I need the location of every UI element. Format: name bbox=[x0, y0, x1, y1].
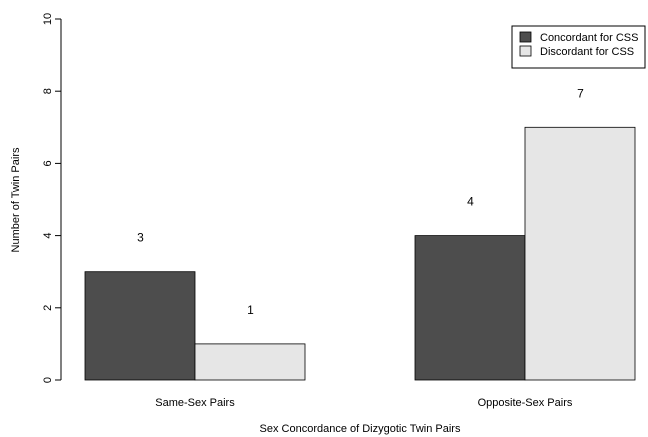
legend-box bbox=[511, 25, 646, 69]
legend-label: Discordant for CSS bbox=[540, 46, 634, 58]
value-labels: 3 1 4 7 bbox=[137, 86, 584, 317]
data-label: 3 bbox=[137, 231, 144, 245]
legend-swatch bbox=[519, 31, 532, 43]
bar-discordant bbox=[194, 343, 306, 381]
bar-concordant bbox=[414, 235, 526, 381]
x-tick-label: Opposite-Sex Pairs bbox=[478, 397, 573, 409]
data-label: 7 bbox=[577, 86, 584, 100]
x-tick-label: Same-Sex Pairs bbox=[155, 397, 235, 409]
y-axis-title: Number of Twin Pairs bbox=[10, 147, 22, 252]
data-label: 4 bbox=[467, 195, 474, 209]
x-axis-title: Sex Concordance of Dizygotic Twin Pairs bbox=[260, 423, 461, 435]
bar-concordant bbox=[84, 271, 196, 381]
data-label: 1 bbox=[247, 303, 254, 317]
y-tick-label: 0 bbox=[42, 377, 54, 383]
legend-label: Concordant for CSS bbox=[540, 32, 638, 44]
y-tick-label: 4 bbox=[42, 233, 54, 239]
bars bbox=[84, 126, 636, 381]
x-axis-labels: Same-Sex Pairs Opposite-Sex Pairs bbox=[155, 397, 573, 409]
y-tick-label: 10 bbox=[42, 13, 54, 25]
y-tick-label: 6 bbox=[42, 160, 54, 166]
legend-swatch bbox=[519, 45, 532, 57]
y-tick-label: 8 bbox=[42, 88, 54, 94]
bar-discordant bbox=[524, 126, 636, 381]
legend: Concordant for CSS Discordant for CSS bbox=[511, 25, 646, 69]
y-axis: 0 2 4 6 8 10 bbox=[42, 13, 62, 383]
y-tick-label: 2 bbox=[42, 305, 54, 311]
